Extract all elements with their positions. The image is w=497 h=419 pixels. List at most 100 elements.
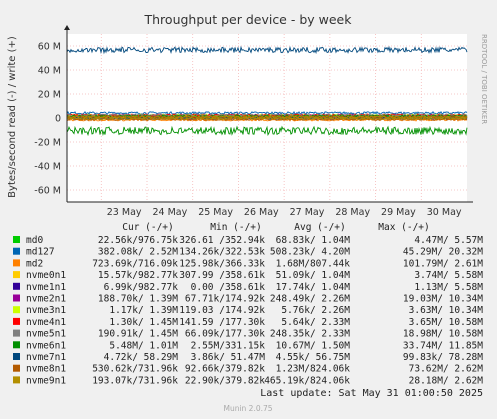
legend-avg-value: 5.64k/ 2.33M [281, 317, 350, 328]
legend-series-name: nvme7n1 [26, 352, 66, 363]
legend-max-value: 3.65M/ 10.58M [409, 317, 484, 328]
legend-min-value: 326.61 /352.94k [179, 235, 265, 246]
series-line-md127 [66, 110, 468, 116]
legend-cur-value: 723.69k/716.09k [92, 258, 178, 269]
legend-series-name: nvme5n1 [26, 329, 66, 340]
x-tick-label: 27 May [290, 207, 325, 218]
legend-series-name: md127 [26, 247, 55, 258]
legend-cur-value: 4.72k/ 58.29M [104, 352, 179, 363]
last-update: Last update: Sat May 31 01:00:50 2025 [260, 388, 483, 399]
legend-max-value: 73.62M/ 2.62M [409, 364, 484, 375]
legend-series-name: md2 [26, 258, 43, 269]
legend-min-value: 66.09k/177.30k [185, 329, 265, 340]
legend-min-value: 134.26k/322.53k [179, 247, 265, 258]
legend-swatch [13, 353, 20, 360]
legend-max-value: 19.03M/ 10.34M [403, 294, 483, 305]
legend-swatch [13, 236, 20, 243]
legend-min-value: 3.86k/ 51.47M [191, 352, 266, 363]
legend-min-value: 141.59 /177.30k [179, 317, 265, 328]
legend-cur-value: 382.08k/ 2.52M [98, 247, 178, 258]
legend-cur-value: 6.99k/982.77k [104, 282, 179, 293]
legend-cur-value: 1.30k/ 1.45M [109, 317, 178, 328]
y-tick-label: 40 M [38, 66, 61, 77]
legend-series-name: nvme6n1 [26, 340, 66, 351]
y-axis-arrow [64, 25, 70, 30]
series-line-nvme9n1-read [66, 116, 468, 121]
legend-max-value: 3.63M/ 10.34M [409, 305, 484, 316]
legend-series-name: nvme2n1 [26, 294, 66, 305]
legend-max-value: 101.79M/ 2.61M [403, 258, 483, 269]
legend-cur-value: 5.48M/ 1.01M [109, 340, 178, 351]
legend-min-value: 67.71k/174.92k [185, 294, 265, 305]
x-tick-label: 24 May [152, 207, 187, 218]
legend: Cur (-/+) Min (-/+) Avg (-/+) Max (-/+) md0 2… [13, 222, 483, 386]
y-tick-label: 60 M [38, 42, 61, 53]
legend-avg-value: 508.23k/ 4.20M [270, 247, 350, 258]
y-axis-label: Bytes/second read (-) / write (+) [7, 36, 18, 198]
legend-cur-value: 188.70k/ 1.39M [98, 294, 178, 305]
x-tick-label: 23 May [107, 207, 142, 218]
legend-swatch [13, 282, 20, 290]
legend-max-value: 99.83k/ 78.28M [403, 352, 483, 363]
legend-swatch [13, 341, 20, 349]
legend-avg-value: 465.19k/824.06k [264, 375, 350, 386]
legend-series-name: nvme9n1 [26, 375, 66, 386]
legend-swatch [13, 306, 20, 314]
legend-column-header: Min (-/+) [210, 222, 261, 233]
y-tick-label: 20 M [38, 90, 61, 101]
legend-avg-value: 5.76k/ 2.26M [281, 305, 350, 316]
legend-min-value: 307.99 /358.61k [179, 270, 265, 281]
legend-series-name: nvme3n1 [26, 305, 66, 316]
x-tick-label: 30 May [427, 207, 462, 218]
legend-max-value: 28.18M/ 2.62M [409, 375, 484, 386]
legend-column-header: Cur (-/+) [122, 222, 173, 233]
x-tick-label: 25 May [198, 207, 233, 218]
legend-max-value: 3.74M/ 5.58M [414, 270, 483, 281]
legend-min-value: 119.03 /174.92k [179, 305, 265, 316]
legend-avg-value: 68.83k/ 1.04M [276, 235, 351, 246]
legend-series-name: md0 [26, 235, 43, 246]
legend-swatch [13, 317, 20, 325]
series-line-nvme5n1 [66, 112, 468, 118]
legend-swatch [13, 329, 20, 337]
series-layer [66, 45, 468, 137]
legend-series-name: nvme8n1 [26, 364, 66, 375]
legend-column-header: Max (-/+) [378, 222, 429, 233]
legend-min-value: 0.00 /358.61k [191, 282, 266, 293]
legend-avg-value: 248.35k/ 2.33M [270, 329, 350, 340]
legend-min-value: 92.66k/379.82k [185, 364, 265, 375]
legend-cur-value: 193.07k/731.96k [92, 375, 178, 386]
legend-avg-value: 1.68M/807.44k [276, 258, 351, 269]
y-tick-label: -40 M [34, 162, 61, 173]
legend-max-value: 1.13M/ 5.58M [414, 282, 483, 293]
legend-avg-value: 17.74k/ 1.04M [276, 282, 351, 293]
legend-swatch [13, 364, 20, 372]
series-line-nvme9n1 [66, 114, 468, 120]
legend-series-name: nvme4n1 [26, 317, 66, 328]
legend-avg-value: 1.23M/824.06k [276, 364, 351, 375]
y-tick-label: 0 [55, 114, 61, 125]
series-line-nvme6n1-read [66, 125, 468, 137]
footer-version: Munin 2.0.75 [223, 404, 272, 413]
legend-series-name: nvme0n1 [26, 270, 66, 281]
legend-series-name: nvme1n1 [26, 282, 66, 293]
legend-avg-value: 4.55k/ 56.75M [276, 352, 351, 363]
chart-title: Throughput per device - by week [144, 12, 353, 27]
legend-max-value: 33.74M/ 11.85M [403, 340, 483, 351]
legend-min-value: 22.90k/379.82k [185, 375, 265, 386]
legend-min-value: 125.98k/366.33k [179, 258, 265, 269]
legend-cur-value: 1.17k/ 1.39M [109, 305, 178, 316]
legend-swatch [13, 259, 20, 267]
x-tick-label: 29 May [381, 207, 416, 218]
axes: 60 M 40 M 20 M 0 -20 M -40 M -60 M 23 May 24 May… [34, 25, 473, 218]
side-label: RRDTOOL / TOBI OETIKER [480, 34, 488, 124]
legend-column-header: Avg (-/+) [294, 222, 345, 233]
legend-max-value: 4.47M/ 5.57M [414, 235, 483, 246]
legend-max-value: 18.98M/ 10.58M [403, 329, 483, 340]
legend-swatch [13, 376, 20, 384]
legend-min-value: 2.55M/331.15k [191, 340, 266, 351]
legend-avg-value: 10.67M/ 1.50M [276, 340, 351, 351]
legend-swatch [13, 294, 20, 302]
legend-cur-value: 15.57k/982.77k [98, 270, 178, 281]
x-tick-label: 26 May [244, 207, 279, 218]
